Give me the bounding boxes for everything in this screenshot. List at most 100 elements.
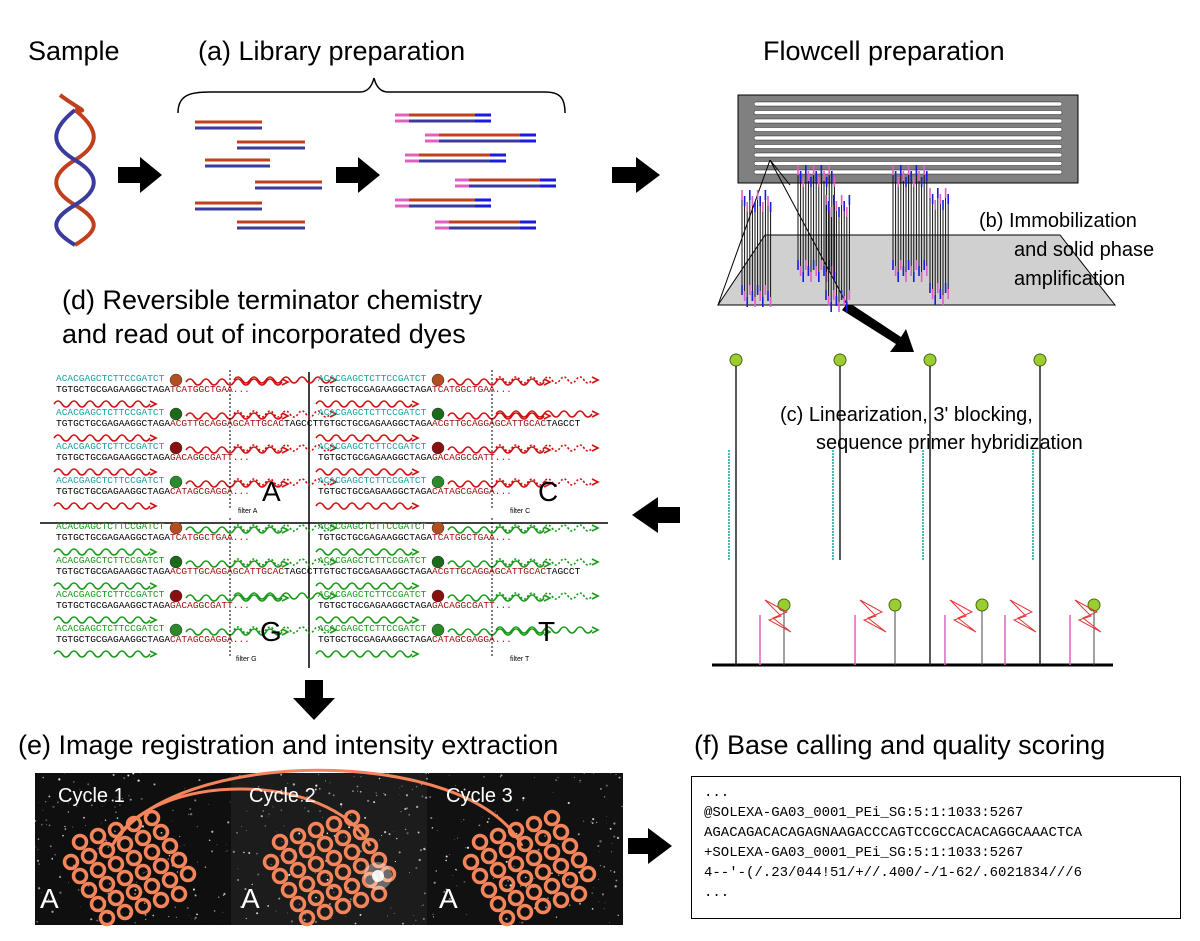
template-seq: TGTGCTGCGAGAAGGCTAGACATAGCGAGGA... <box>318 486 512 497</box>
noise-speck <box>390 907 392 909</box>
signal-wave <box>447 446 545 454</box>
noise-speck <box>419 849 423 852</box>
noise-speck <box>465 847 467 849</box>
noise-speck <box>448 774 450 776</box>
noise-speck <box>160 831 163 834</box>
noise-speck <box>415 866 418 869</box>
noise-speck <box>557 843 559 845</box>
noise-speck <box>577 833 580 836</box>
noise-speck <box>132 772 135 775</box>
noise-speck <box>213 910 216 912</box>
noise-speck <box>345 915 346 917</box>
noise-speck <box>429 796 431 798</box>
signal-wave <box>315 400 413 408</box>
registration-ring <box>352 823 370 841</box>
noise-speck <box>463 819 465 821</box>
registration-ring <box>480 881 498 899</box>
noise-speck <box>176 871 179 873</box>
immobilization-label-1: (b) Immobilization <box>979 210 1137 232</box>
noise-speck <box>466 846 470 849</box>
signal-wave <box>185 560 283 568</box>
noise-speck <box>225 844 227 846</box>
noise-speck <box>310 839 312 841</box>
noise-speck <box>524 876 527 879</box>
dye-dot <box>431 373 445 387</box>
signal-wave <box>185 594 283 602</box>
dye-dot <box>431 521 445 535</box>
registration-ring <box>516 869 534 887</box>
noise-speck <box>45 819 48 821</box>
primer-seq: ACACGAGCTCTTCCGATCT <box>318 441 427 452</box>
registration-ring <box>289 895 307 913</box>
noise-speck <box>421 905 423 907</box>
noise-speck <box>84 825 86 827</box>
noise-speck <box>256 852 258 855</box>
noise-speck <box>72 826 74 828</box>
noise-speck <box>398 851 401 854</box>
noise-speck <box>593 772 595 774</box>
noise-speck <box>44 801 47 803</box>
noise-speck <box>145 871 147 873</box>
signal-arrowhead <box>543 628 552 636</box>
noise-speck <box>519 885 522 887</box>
noise-speck <box>49 845 52 848</box>
dna-helix <box>54 93 96 247</box>
primer-seq: ACACGAGCTCTTCCGATCT <box>318 475 427 486</box>
flowcell-lane <box>753 127 1063 132</box>
registration-ring <box>343 843 361 861</box>
noise-speck <box>140 797 143 800</box>
immobilization-label-3: amplification <box>1014 268 1126 290</box>
noise-speck <box>375 792 377 794</box>
registration-ring <box>370 851 388 869</box>
noise-speck <box>38 863 40 865</box>
library-brace <box>177 77 566 114</box>
signal-arrowhead <box>149 400 158 408</box>
noise-speck <box>142 872 144 874</box>
noise-speck <box>42 906 44 909</box>
noise-speck <box>394 860 397 863</box>
registration-ring <box>71 833 89 851</box>
noise-speck <box>579 902 581 905</box>
noise-speck <box>129 798 132 801</box>
registration-ring <box>298 841 316 859</box>
noise-speck <box>264 825 266 827</box>
signal-wave <box>447 480 545 488</box>
primer-seq: ACACGAGCTCTTCCGATCT <box>56 555 165 566</box>
signal-arrowhead <box>591 524 600 532</box>
image-registration-label: (e) Image registration and intensity ext… <box>18 730 559 760</box>
signal-wave <box>53 616 151 624</box>
registration-ring <box>534 863 552 881</box>
noise-speck <box>391 872 392 874</box>
noise-speck <box>537 848 540 851</box>
noise-speck <box>128 795 130 797</box>
noise-speck <box>316 853 318 855</box>
noise-speck <box>430 816 433 819</box>
noise-speck <box>505 917 508 920</box>
registration-ring <box>525 849 543 867</box>
signal-arrowhead <box>411 400 420 408</box>
noise-speck <box>41 892 43 894</box>
registration-ring <box>543 877 561 895</box>
noise-speck <box>519 922 521 923</box>
noise-speck <box>609 870 612 872</box>
noise-speck <box>122 912 123 914</box>
noise-speck <box>513 865 515 868</box>
noise-speck <box>211 830 214 833</box>
registration-ring <box>89 895 107 913</box>
noise-speck <box>453 904 455 907</box>
noise-speck <box>426 777 428 780</box>
signal-arrowhead <box>149 548 158 556</box>
signal-arrowhead <box>281 560 290 568</box>
noise-speck <box>196 913 198 916</box>
sample-label: Sample <box>28 36 120 66</box>
registration-ring <box>152 823 170 841</box>
noise-speck <box>614 885 617 888</box>
noise-speck <box>415 785 418 788</box>
noise-speck <box>538 816 540 818</box>
noise-speck <box>456 885 458 887</box>
signal-wave <box>53 502 151 510</box>
signal-wave <box>495 592 593 600</box>
noise-speck <box>339 803 343 806</box>
dye-dot <box>169 589 183 603</box>
signal-wave <box>185 378 283 386</box>
